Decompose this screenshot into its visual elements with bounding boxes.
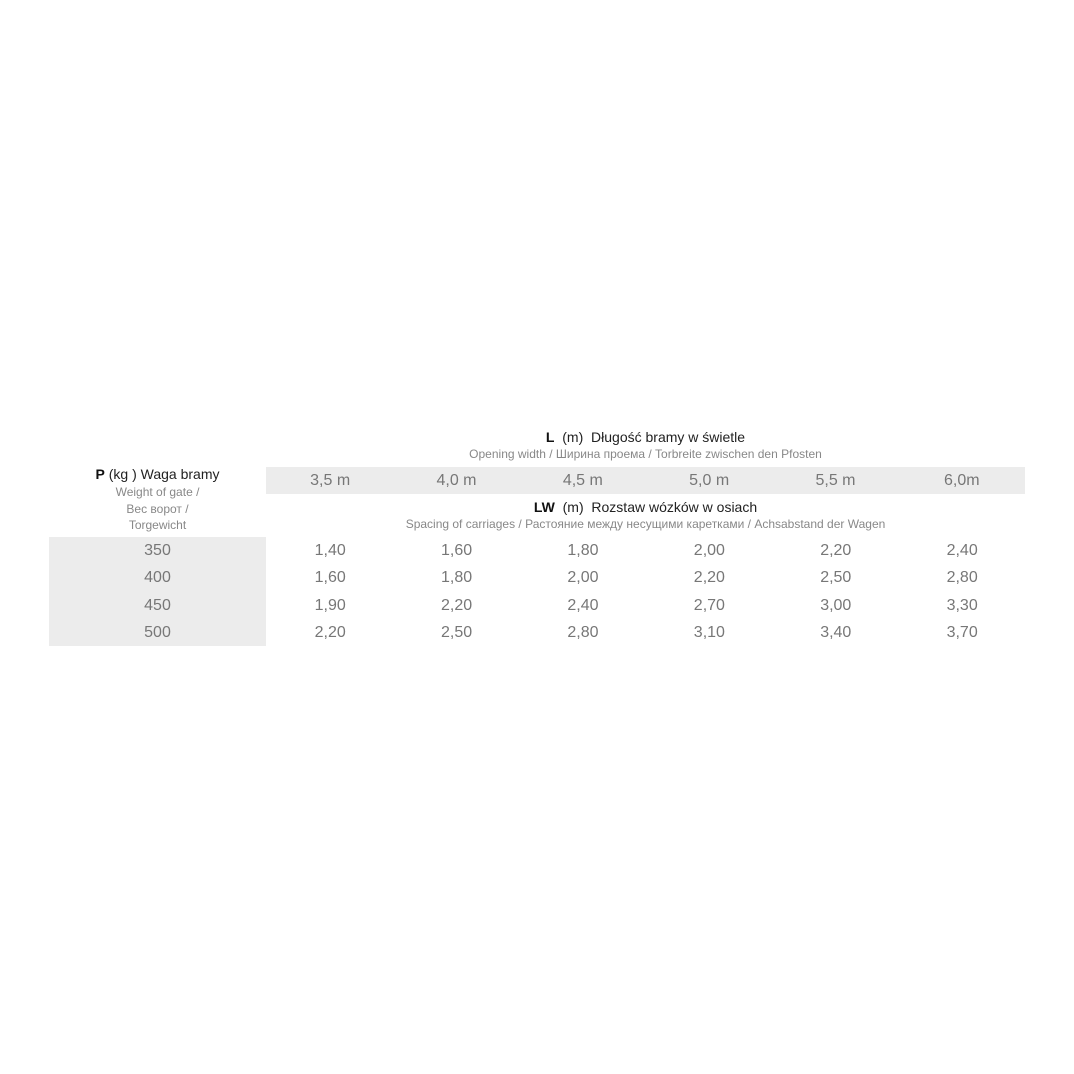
spacing-value-cell: 3,70	[946, 623, 978, 641]
weight-sub-de: Torgewicht	[128, 518, 187, 532]
spacing-value-cell: 3,30	[946, 596, 978, 614]
column-header: 4,0 m	[436, 472, 477, 489]
weight-cell: 500	[144, 623, 171, 641]
spacing-value-cell: 2,80	[567, 623, 599, 641]
spacing-value-cell: 1,80	[441, 569, 473, 587]
weight-cell: 350	[144, 542, 171, 559]
spacing-title-text: Rozstaw wózków w osiach	[591, 499, 758, 515]
weight-cell: 400	[144, 569, 171, 587]
opening-width-title: L (m) Długość bramy w świetle	[266, 429, 1025, 445]
spacing-value-cell: 2,00	[567, 569, 599, 587]
weight-unit: (kg )	[108, 466, 137, 482]
weight-title-text: Waga bramy	[140, 466, 220, 482]
column-header: 3,5 m	[310, 472, 351, 489]
spacing-value-cell: 2,20	[441, 596, 473, 614]
spacing-value-cell: 3,40	[820, 623, 852, 641]
spacing-unit: (m)	[562, 499, 584, 515]
spacing-value-cell: 2,80	[946, 569, 978, 587]
weight-sub-ru: Вес ворот /	[126, 501, 189, 516]
table-row: 400 1,60 1,80 2,00 2,20 2,50 2,80	[49, 564, 1025, 591]
weight-column-band	[49, 537, 266, 646]
opening-symbol: L	[545, 429, 555, 445]
opening-title-text: Długość bramy w świetle	[591, 429, 746, 445]
spacing-value-cell: 2,50	[441, 623, 473, 641]
spacing-value-cell: 1,60	[314, 569, 346, 587]
spacing-value-cell: 3,00	[820, 596, 852, 614]
table-row: 450 1,90 2,20 2,40 2,70 3,00 3,30	[49, 592, 1025, 619]
column-header: 5,0 m	[689, 472, 730, 489]
weight-cell: 450	[144, 596, 171, 614]
spacing-value-cell: 2,70	[693, 596, 725, 614]
spacing-value-cell: 1,40	[314, 542, 346, 559]
spacing-value-cell: 2,20	[693, 569, 725, 587]
table-row: 350 1,40 1,60 1,80 2,00 2,20 2,40	[49, 537, 1025, 564]
spacing-value-cell: 2,00	[693, 542, 725, 559]
column-header: 5,5 m	[815, 472, 856, 489]
spacing-value-cell: 1,80	[567, 542, 599, 559]
spacing-value-cell: 2,40	[567, 596, 599, 614]
spacing-value-cell: 1,60	[441, 542, 473, 559]
spacing-value-cell: 2,20	[314, 623, 346, 641]
spacing-symbol: LW	[533, 499, 555, 515]
weight-sub-en: Weight of gate /	[115, 485, 200, 499]
spacing-value-cell: 1,90	[314, 596, 346, 614]
opening-width-subtitle: Opening width / Ширина проема / Torbreit…	[469, 447, 822, 461]
column-header-band: 3,5 m 4,0 m 4,5 m 5,0 m 5,5 m 6,0m	[266, 467, 1025, 494]
spacing-title: LW (m) Rozstaw wózków w osiach	[266, 499, 1025, 515]
column-header: 6,0m	[944, 472, 980, 489]
spacing-value-cell: 2,40	[946, 542, 978, 559]
spacing-value-cell: 2,20	[820, 542, 852, 559]
spacing-subtitle: Spacing of carriages / Растояние между н…	[405, 517, 886, 531]
table-row: 500 2,20 2,50 2,80 3,10 3,40 3,70	[49, 619, 1025, 646]
spacing-value-cell: 3,10	[693, 623, 725, 641]
column-header: 4,5 m	[562, 472, 603, 489]
opening-unit: (m)	[562, 429, 584, 445]
spacing-value-cell: 2,50	[820, 569, 852, 587]
weight-subtitle: Weight of gate / Вес ворот / Torgewicht	[49, 484, 266, 534]
weight-symbol: P	[95, 466, 105, 482]
weight-title: P (kg ) Waga bramy	[49, 466, 266, 482]
